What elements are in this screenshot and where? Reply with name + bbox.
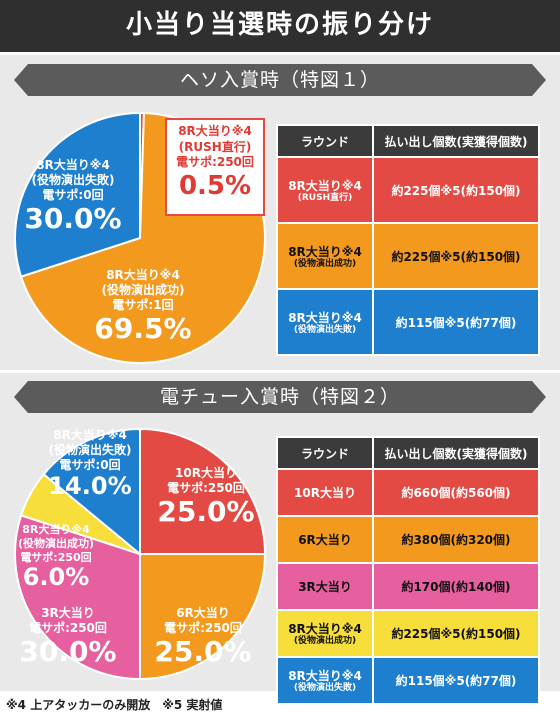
pie2-yellow-line3: 電サポ:250回 bbox=[20, 550, 92, 564]
pie2-slice-4 bbox=[42, 427, 141, 557]
pie2-orange-value: 25.0% bbox=[154, 635, 252, 668]
round-cell: 8R大当り※4 (役物演出成功) bbox=[276, 222, 374, 290]
pie2-blue-line2: (役物演出失敗) bbox=[48, 443, 132, 457]
table-header-row: ラウンド 払い出し個数(実獲得個数) bbox=[276, 124, 540, 158]
pie2-blue-line3: 電サポ:0回 bbox=[59, 458, 121, 472]
pie2-pink-value: 30.0% bbox=[19, 635, 117, 668]
pie-chart-denchu bbox=[14, 427, 267, 681]
pie2-blue-line1: 8R大当り※4 bbox=[53, 428, 127, 442]
page-title: 小当り当選時の振り分け bbox=[0, 0, 560, 52]
pie2-pink-line2: 電サポ:250回 bbox=[29, 621, 107, 635]
table-header-row: ラウンド 払い出し個数(実獲得個数) bbox=[276, 436, 540, 470]
table-row: 8R大当り※4 (役物演出失敗) 約115個※5(約77個) bbox=[276, 288, 540, 356]
payout-cell: 約225個※5(約150個) bbox=[372, 609, 540, 658]
payout-cell: 約115個※5(約77個) bbox=[372, 288, 540, 356]
pie1-orange-value: 69.5% bbox=[94, 312, 192, 345]
pie1-blue-line2: (役物演出失敗) bbox=[31, 173, 115, 187]
round-label: 3R大当り bbox=[298, 580, 352, 594]
pie2-label-yellow: 8R大当り※4 (役物演出成功) 電サポ:250回 6.0% bbox=[4, 523, 108, 592]
pie2-yellow-line1: 8R大当り※4 bbox=[22, 523, 90, 536]
pie1-blue-value: 30.0% bbox=[24, 202, 122, 235]
footnote: ※4 上アタッカーのみ開放 ※5 実射値 bbox=[6, 698, 223, 712]
pie2-slice-2 bbox=[14, 514, 141, 681]
table-row: 8R大当り※4 (役物演出成功) 約225個※5(約150個) bbox=[276, 222, 540, 290]
callout-rush-value: 0.5% bbox=[178, 170, 252, 201]
pie1-label-orange: 8R大当り※4 (役物演出成功) 電サポ:1回 69.5% bbox=[78, 268, 208, 345]
table-row: 8R大当り※4 (役物演出失敗) 約115個※5(約77個) bbox=[276, 656, 540, 705]
payout-cell: 約170個(約140個) bbox=[372, 562, 540, 611]
callout-rush-line3: 電サポ:250回 bbox=[176, 155, 254, 170]
pie1-blue-line1: 8R大当り※4 bbox=[36, 158, 110, 172]
pie1-orange-line3: 電サポ:1回 bbox=[112, 298, 174, 312]
round-label: 8R大当り※4 bbox=[288, 310, 362, 325]
pie2-slice-1 bbox=[139, 553, 267, 681]
pie2-orange-line2: 電サポ:250回 bbox=[164, 621, 242, 635]
payout-cell: 約225個※5(約150個) bbox=[372, 222, 540, 290]
pie1-blue-line3: 電サポ:0回 bbox=[42, 188, 104, 202]
round-label: 8R大当り※4 bbox=[288, 178, 362, 193]
table-row: 10R大当り 約660個(約560個) bbox=[276, 468, 540, 517]
section-denchu-title: 電チュー入賞時（特図２） bbox=[14, 381, 546, 413]
callout-rush-line1: 8R大当り※4 bbox=[178, 124, 252, 138]
pie2-label-red: 10R大当り 電サポ:250回 25.0% bbox=[156, 466, 256, 528]
round-cell: 8R大当り※4 (役物演出成功) bbox=[276, 609, 374, 658]
pie2-red-line2: 電サポ:250回 bbox=[167, 481, 245, 495]
round-label: 8R大当り※4 bbox=[288, 669, 362, 684]
pie2-blue-value: 14.0% bbox=[48, 472, 132, 500]
round-sub: (役物演出失敗) bbox=[293, 324, 357, 335]
round-label: 6R大当り bbox=[298, 533, 352, 547]
pie1-label-blue: 8R大当り※4 (役物演出失敗) 電サポ:0回 30.0% bbox=[18, 158, 128, 235]
round-cell: 6R大当り bbox=[276, 515, 374, 564]
pie1-orange-line1: 8R大当り※4 bbox=[106, 268, 180, 282]
round-cell: 10R大当り bbox=[276, 468, 374, 517]
round-sub: (役物演出成功) bbox=[293, 636, 357, 647]
col-round: ラウンド bbox=[276, 124, 374, 158]
round-sub: (役物演出成功) bbox=[293, 258, 357, 269]
round-label: 8R大当り※4 bbox=[288, 622, 362, 637]
pie2-yellow-value: 6.0% bbox=[22, 563, 90, 592]
table-row: 8R大当り※4 (RUSH直行) 約225個※5(約150個) bbox=[276, 156, 540, 224]
round-sub: (RUSH直行) bbox=[297, 192, 353, 203]
pie1-orange-line2: (役物演出成功) bbox=[101, 283, 185, 297]
round-cell: 8R大当り※4 (RUSH直行) bbox=[276, 156, 374, 224]
pie2-label-orange: 6R大当り 電サポ:250回 25.0% bbox=[148, 606, 258, 668]
pie2-orange-line1: 6R大当り bbox=[176, 606, 230, 620]
round-label: 10R大当り bbox=[294, 486, 356, 500]
pie2-slice-0 bbox=[139, 427, 267, 555]
payout-cell: 約380個(約320個) bbox=[372, 515, 540, 564]
col-round: ラウンド bbox=[276, 436, 374, 470]
pie2-label-pink: 3R大当り 電サポ:250回 30.0% bbox=[12, 606, 124, 668]
payout-table-heso: ラウンド 払い出し個数(実獲得個数) 8R大当り※4 (RUSH直行) 約225… bbox=[276, 124, 540, 356]
table-row: 3R大当り 約170個(約140個) bbox=[276, 562, 540, 611]
table-row: 8R大当り※4 (役物演出成功) 約225個※5(約150個) bbox=[276, 609, 540, 658]
round-cell: 8R大当り※4 (役物演出失敗) bbox=[276, 656, 374, 705]
payout-table-denchu: ラウンド 払い出し個数(実獲得個数) 10R大当り 約660個(約560個) 6… bbox=[276, 436, 540, 705]
callout-rush: 8R大当り※4 (RUSH直行) 電サポ:250回 0.5% bbox=[165, 118, 265, 216]
table-row: 6R大当り 約380個(約320個) bbox=[276, 515, 540, 564]
pie2-red-value: 25.0% bbox=[157, 495, 255, 528]
pie2-yellow-line2: (役物演出成功) bbox=[17, 536, 95, 550]
col-payout: 払い出し個数(実獲得個数) bbox=[372, 436, 540, 470]
pie1-slice-2 bbox=[14, 111, 141, 278]
callout-rush-line2: (RUSH直行) bbox=[178, 139, 252, 154]
pie2-red-line1: 10R大当り bbox=[175, 466, 237, 480]
section-heso-title: ヘソ入賞時（特図１） bbox=[14, 64, 546, 96]
payout-cell: 約225個※5(約150個) bbox=[372, 156, 540, 224]
payout-cell: 約115個※5(約77個) bbox=[372, 656, 540, 705]
col-payout: 払い出し個数(実獲得個数) bbox=[372, 124, 540, 158]
round-sub: (役物演出失敗) bbox=[293, 683, 357, 694]
pie2-label-blue: 8R大当り※4 (役物演出失敗) 電サポ:0回 14.0% bbox=[34, 428, 146, 501]
round-cell: 8R大当り※4 (役物演出失敗) bbox=[276, 288, 374, 356]
pie2-pink-line1: 3R大当り bbox=[41, 606, 95, 620]
round-label: 8R大当り※4 bbox=[288, 244, 362, 259]
round-cell: 3R大当り bbox=[276, 562, 374, 611]
payout-cell: 約660個(約560個) bbox=[372, 468, 540, 517]
